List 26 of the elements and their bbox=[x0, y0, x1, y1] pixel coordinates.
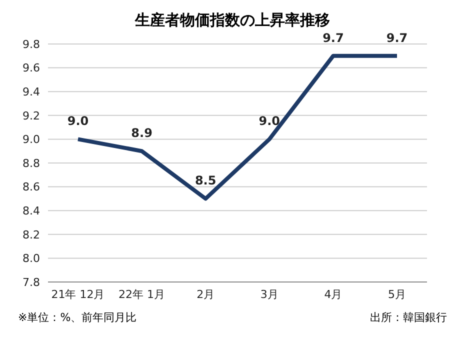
data-label: 9.0 bbox=[258, 114, 280, 128]
x-tick-label: 22年 1月 bbox=[118, 288, 166, 301]
y-tick-label: 7.8 bbox=[22, 276, 40, 289]
text: ※単位：%、前年同月比 bbox=[18, 310, 137, 325]
y-tick-label: 8.6 bbox=[22, 180, 40, 194]
data-label: 9.7 bbox=[386, 30, 408, 45]
y-tick-label: 8.8 bbox=[22, 156, 40, 170]
chart-title: 生産者物価指数の上昇率推移 bbox=[134, 10, 331, 31]
y-tick-label: 9.2 bbox=[22, 109, 40, 122]
x-tick-label: 21年 12月 bbox=[51, 288, 105, 301]
text: 出所：韓国銀行 bbox=[370, 310, 447, 325]
x-tick-label: 5月 bbox=[388, 288, 406, 301]
data-label: 8.5 bbox=[194, 174, 216, 188]
y-tick-label: 9.6 bbox=[22, 62, 40, 75]
y-tick-label: 8.4 bbox=[22, 204, 40, 218]
y-tick-label: 8.0 bbox=[22, 252, 40, 266]
y-tick-label: 9.0 bbox=[22, 133, 40, 146]
x-tick-label: 2月 bbox=[196, 288, 215, 301]
data-label: 9.7 bbox=[322, 30, 344, 45]
x-tick-label: 4月 bbox=[324, 288, 342, 301]
x-tick-label: 3月 bbox=[260, 288, 278, 301]
data-label: 9.0 bbox=[67, 114, 89, 128]
y-tick-label: 8.2 bbox=[22, 228, 40, 242]
data-label: 8.9 bbox=[131, 126, 152, 140]
y-tick-label: 9.8 bbox=[22, 38, 40, 51]
y-tick-label: 9.4 bbox=[22, 86, 40, 99]
